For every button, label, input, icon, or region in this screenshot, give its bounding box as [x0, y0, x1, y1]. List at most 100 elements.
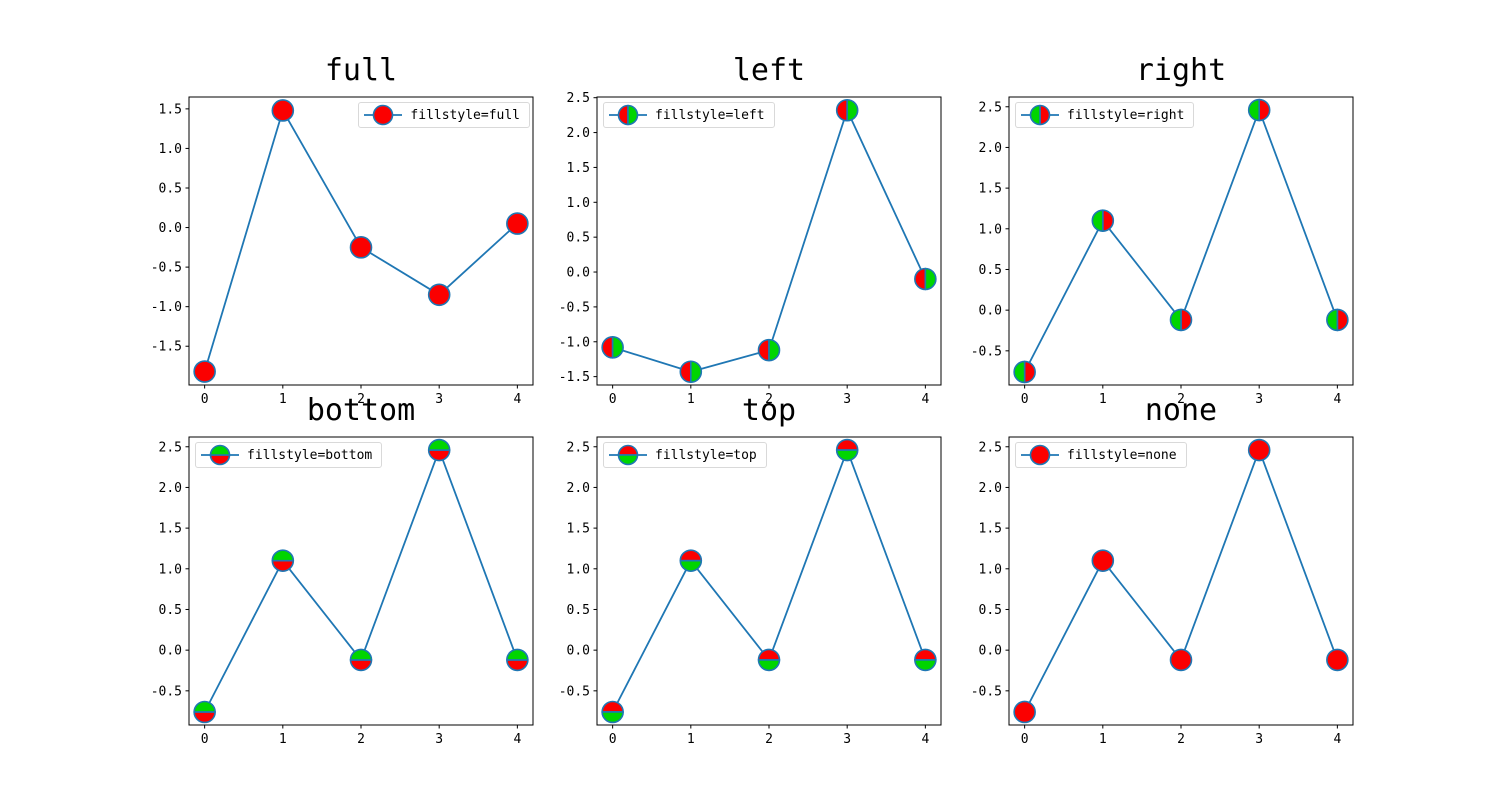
y-tick-label: 2.5 [567, 440, 590, 455]
x-tick-label: 3 [435, 392, 443, 407]
x-tick-label: 1 [1099, 732, 1107, 747]
marker [679, 360, 692, 384]
marker [679, 549, 703, 562]
marker [601, 336, 614, 359]
marker [1013, 360, 1026, 384]
marker [1247, 98, 1260, 122]
marker [349, 659, 373, 672]
legend-marker-icon [1021, 444, 1059, 466]
y-tick-label: 0.0 [159, 221, 182, 236]
marker [835, 98, 848, 122]
legend-marker-icon [201, 444, 239, 466]
legend: fillstyle=top [603, 442, 767, 468]
y-tick-label: 2.5 [979, 100, 1002, 115]
marker [757, 648, 781, 661]
x-tick-label: 4 [513, 732, 521, 747]
y-tick-label: 2.0 [159, 481, 182, 496]
y-tick-label: 1.5 [159, 102, 182, 117]
subplot-right: right -0.5 0.0 0.5 1.0 1.5 2.0 2.5 0 1 2 3 4 fillst… [971, 53, 1354, 407]
marker [271, 99, 295, 122]
y-tick-label: 2.0 [567, 481, 590, 496]
x-tick-label: 3 [435, 732, 443, 747]
marker [427, 449, 451, 462]
marker [1247, 438, 1271, 462]
marker [1169, 648, 1193, 672]
marker [193, 711, 216, 724]
y-tick-label: 0.0 [979, 304, 1002, 319]
marker [617, 104, 629, 126]
y-tick-label: 1.0 [979, 562, 1002, 577]
axes-plot: -0.5 0.0 0.5 1.0 1.5 2.0 2.5 0 1 2 3 4 [971, 436, 1354, 747]
marker [1013, 700, 1036, 724]
legend-label: fillstyle=bottom [247, 447, 373, 463]
marker [1336, 308, 1349, 332]
marker [679, 559, 703, 572]
legend: fillstyle=right [1015, 102, 1195, 128]
marker [1169, 308, 1182, 332]
axes-frame [596, 96, 942, 386]
y-tick-label: 1.0 [979, 222, 1002, 237]
axes-plot: -1.5 -1.0 -0.5 0.0 0.5 1.0 1.5 2.0 2.5 0 1 2 3 4 [559, 91, 942, 407]
x-tick-label: 4 [921, 732, 929, 747]
y-tick-label: 1.5 [979, 522, 1002, 537]
marker [1102, 209, 1115, 232]
subplot-title: right [1135, 53, 1227, 88]
y-tick-label: 0.5 [979, 603, 1002, 618]
y-tick-label: -1.0 [151, 300, 182, 315]
y-tick-label: 0.5 [159, 181, 182, 196]
y-tick-label: 2.5 [567, 91, 590, 106]
y-tick-label: 2.0 [567, 126, 590, 141]
x-tick-label: 1 [279, 392, 287, 407]
marker [1258, 98, 1271, 122]
x-tick-label: 2 [357, 392, 365, 407]
x-tick-label: 4 [1333, 732, 1341, 747]
marker [914, 267, 927, 291]
marker [209, 444, 231, 456]
x-tick-label: 0 [201, 392, 209, 407]
marker [1023, 360, 1036, 384]
x-tick-label: 0 [609, 732, 617, 747]
marker [1039, 104, 1051, 126]
x-tick-label: 2 [765, 392, 773, 407]
x-tick-label: 0 [201, 732, 209, 747]
y-tick-label: 2.5 [159, 440, 182, 455]
legend-marker-icon [609, 104, 647, 126]
marker [924, 267, 937, 291]
y-tick-label: -0.5 [971, 344, 1002, 359]
marker [611, 336, 624, 359]
axes-frame [596, 436, 942, 726]
marker [1029, 104, 1041, 126]
subplot-title: left [732, 53, 806, 88]
marker [506, 212, 529, 235]
marker [193, 360, 216, 383]
legend-marker-icon [364, 104, 403, 126]
y-tick-label: -0.5 [151, 261, 182, 276]
x-tick-label: 1 [687, 392, 695, 407]
axes-plot: -1.5 -1.0 -0.5 0.0 0.5 1.0 1.5 0 1 2 3 4 [151, 96, 534, 407]
x-tick-label: 3 [843, 392, 851, 407]
legend-label: fillstyle=full [410, 107, 520, 123]
marker [193, 700, 216, 713]
marker [1091, 549, 1115, 572]
legend-label: fillstyle=none [1067, 447, 1177, 463]
x-tick-label: 1 [279, 732, 287, 747]
y-tick-label: -0.5 [151, 684, 182, 699]
marker [1326, 648, 1349, 672]
y-tick-label: 1.5 [567, 161, 590, 176]
subplot-none: none -0.5 0.0 0.5 1.0 1.5 2.0 2.5 0 1 2 3 4 fillsty… [971, 393, 1354, 747]
marker [427, 438, 451, 451]
marker [601, 700, 624, 713]
y-tick-label: 1.5 [979, 182, 1002, 197]
legend-label: fillstyle=left [655, 107, 765, 123]
x-tick-label: 4 [513, 392, 521, 407]
y-tick-label: 2.0 [979, 141, 1002, 156]
marker [271, 559, 295, 572]
x-tick-label: 1 [1099, 392, 1107, 407]
x-tick-label: 2 [1177, 392, 1185, 407]
y-tick-label: 2.5 [979, 440, 1002, 455]
legend: fillstyle=full [358, 102, 530, 128]
marker [914, 659, 937, 672]
y-tick-label: 0.5 [567, 603, 590, 618]
marker [1326, 308, 1339, 332]
subplot-title: top [741, 393, 797, 428]
